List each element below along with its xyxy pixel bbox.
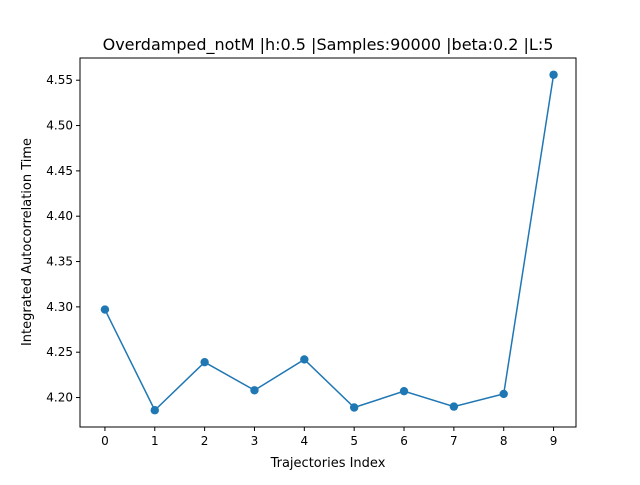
x-axis-ticks: 0 1 2 3 4 5 6 7 8 9: [101, 427, 557, 448]
data-point: [349, 403, 359, 412]
data-point: [150, 406, 159, 415]
y-tick-label: 4.25: [46, 345, 73, 359]
y-tick-label: 4.30: [46, 300, 73, 314]
y-tick-label: 4.45: [46, 164, 73, 178]
y-axis-label: Integrated Autocorrelation Time: [20, 138, 35, 346]
plot-series: [100, 70, 558, 415]
x-axis-label: Trajectories Index: [270, 456, 386, 471]
x-tick-label: 8: [500, 434, 508, 448]
x-tick-label: 4: [301, 434, 309, 448]
y-tick-label: 4.35: [46, 255, 73, 269]
x-tick-label: 3: [251, 434, 259, 448]
x-tick-label: 7: [450, 434, 458, 448]
y-tick-label: 4.40: [46, 209, 73, 223]
x-tick-label: 9: [550, 434, 558, 448]
x-tick-label: 6: [400, 434, 408, 448]
data-point: [250, 386, 259, 395]
chart-title: Overdamped_notM |h:0.5 |Samples:90000 |b…: [103, 35, 554, 55]
x-tick-label: 1: [151, 434, 159, 448]
axes-frame: [79, 57, 577, 428]
data-point: [300, 355, 309, 364]
y-axis-ticks: 4.20 4.25 4.30 4.35 4.40 4.45 4.50 4.55: [46, 73, 80, 405]
x-tick-label: 2: [201, 434, 209, 448]
data-point: [549, 70, 558, 79]
data-point: [399, 386, 409, 396]
data-point: [499, 389, 508, 399]
series-line: [104, 74, 555, 412]
x-tick-label: 5: [350, 434, 358, 448]
y-tick-label: 4.50: [46, 119, 73, 133]
y-tick-label: 4.20: [46, 391, 73, 405]
data-point: [200, 357, 209, 367]
y-tick-label: 4.55: [46, 73, 73, 87]
x-tick-label: 0: [101, 434, 109, 448]
data-point: [449, 402, 459, 411]
data-point: [100, 305, 110, 314]
